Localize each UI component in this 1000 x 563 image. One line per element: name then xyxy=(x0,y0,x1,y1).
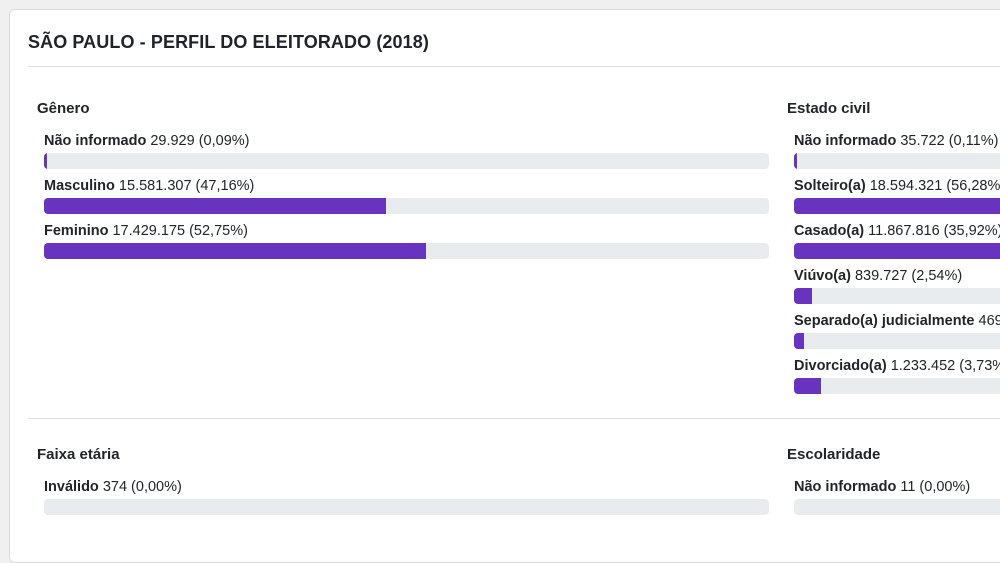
bar-label: Não informado 29.929 (0,09%) xyxy=(44,133,250,149)
bar-track xyxy=(44,198,769,214)
bar-category: Solteiro(a) xyxy=(794,178,866,194)
sections-container: Gênero Não informado 29.929 (0,09%) Mascul… xyxy=(28,101,1000,522)
bar-label: Casado(a) 11.867.816 (35,92%) xyxy=(794,223,1000,239)
bar-track xyxy=(794,243,1000,259)
bar-category: Masculino xyxy=(44,178,115,194)
bar-track xyxy=(794,153,1000,169)
section-estado-civil: Estado civil Não informado 35.722 (0,11%)… xyxy=(778,101,1000,401)
bar-track xyxy=(44,499,769,515)
bar-item: Não informado 29.929 (0,09%) xyxy=(44,131,769,169)
section-divider xyxy=(28,418,1000,419)
bar-fill xyxy=(44,153,47,169)
bar-category: Não informado xyxy=(794,133,897,149)
bar-label: Separado(a) judicialmente 469.373 (1,42%… xyxy=(794,313,1000,329)
bar-track xyxy=(44,153,769,169)
bar-label: Inválido 374 (0,00%) xyxy=(44,479,182,495)
section-title: Escolaridade xyxy=(787,446,881,463)
bar-category: Feminino xyxy=(44,223,109,239)
sections-row: Gênero Não informado 29.929 (0,09%) Mascul… xyxy=(28,101,1000,401)
bar-track xyxy=(794,198,1000,214)
bar-item: Solteiro(a) 18.594.321 (56,28%) xyxy=(794,176,1000,214)
bar-fill xyxy=(794,333,805,349)
page-title: SÃO PAULO - PERFIL DO ELEITORADO (2018) xyxy=(28,32,429,52)
bar-item: Inválido 374 (0,00%) xyxy=(44,477,769,515)
section-title: Faixa etária xyxy=(37,446,120,463)
bar-label: Não informado 35.722 (0,11%) xyxy=(794,133,999,149)
bar-category: Viúvo(a) xyxy=(794,268,851,284)
bar-fill xyxy=(794,378,822,394)
bar-category: Divorciado(a) xyxy=(794,358,887,374)
bar-label: Não informado 11 (0,00%) xyxy=(794,479,971,495)
bar-label: Viúvo(a) 839.727 (2,54%) xyxy=(794,268,963,284)
bar-category: Casado(a) xyxy=(794,223,865,239)
bar-fill xyxy=(44,243,427,259)
bar-fill xyxy=(44,198,386,214)
section-title: Estado civil xyxy=(787,100,871,117)
section-escolaridade: Escolaridade Não informado 11 (0,00%) xyxy=(778,447,1000,522)
bar-category: Não informado xyxy=(44,133,147,149)
bar-category: Inválido xyxy=(44,479,99,495)
bar-label: Masculino 15.581.307 (47,16%) xyxy=(44,178,255,194)
bar-item: Masculino 15.581.307 (47,16%) xyxy=(44,176,769,214)
section-genero: Gênero Não informado 29.929 (0,09%) Mascul… xyxy=(28,101,778,401)
bar-item: Viúvo(a) 839.727 (2,54%) xyxy=(794,266,1000,304)
title-divider xyxy=(28,66,1000,67)
bar-fill xyxy=(794,198,1000,214)
bar-track xyxy=(44,243,769,259)
section-title: Gênero xyxy=(37,100,90,117)
bar-item: Casado(a) 11.867.816 (35,92%) xyxy=(794,221,1000,259)
bar-track xyxy=(794,288,1000,304)
sections-row: Faixa etária Inválido 374 (0,00%) Escolari… xyxy=(28,447,1000,522)
bar-track xyxy=(794,378,1000,394)
bar-category: Separado(a) judicialmente xyxy=(794,313,975,329)
bar-category: Não informado xyxy=(794,479,897,495)
bar-item: Separado(a) judicialmente 469.373 (1,42%… xyxy=(794,311,1000,349)
bar-label: Feminino 17.429.175 (52,75%) xyxy=(44,223,248,239)
bar-item: Não informado 11 (0,00%) xyxy=(794,477,1000,515)
bar-label: Divorciado(a) 1.233.452 (3,73%) xyxy=(794,358,1000,374)
bar-track xyxy=(794,333,1000,349)
bar-label: Solteiro(a) 18.594.321 (56,28%) xyxy=(794,178,1000,194)
section-faixa-etaria: Faixa etária Inválido 374 (0,00%) xyxy=(28,447,778,522)
bar-item: Divorciado(a) 1.233.452 (3,73%) xyxy=(794,356,1000,394)
bar-track xyxy=(794,499,1000,515)
bar-item: Não informado 35.722 (0,11%) xyxy=(794,131,1000,169)
report-card: SÃO PAULO - PERFIL DO ELEITORADO (2018) … xyxy=(9,9,1000,563)
bar-item: Feminino 17.429.175 (52,75%) xyxy=(44,221,769,259)
bar-fill xyxy=(794,288,813,304)
bar-fill xyxy=(794,243,1000,259)
bar-fill xyxy=(794,153,797,169)
